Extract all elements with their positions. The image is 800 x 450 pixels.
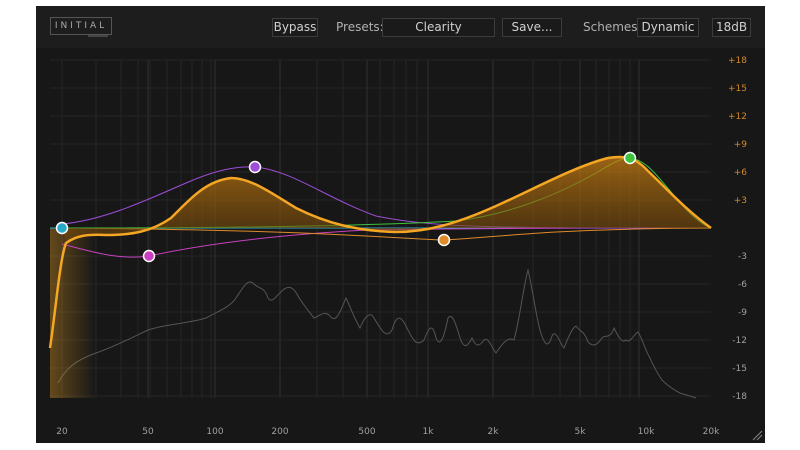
y-tick-label: +3 [734,196,747,206]
x-tick-label: 5k [575,427,587,437]
y-tick-label: +9 [734,140,748,150]
logo: INITIAL [50,17,112,35]
toolbar: INITIAL Bypass Presets: Clearity Save...… [36,6,765,48]
x-tick-label: 200 [271,427,288,437]
x-tick-label: 20k [703,427,720,437]
eq-plugin-window: INITIAL Bypass Presets: Clearity Save...… [36,6,765,443]
band-2-handle[interactable] [142,249,156,263]
bypass-button[interactable]: Bypass [272,18,318,37]
band-3-handle[interactable] [248,160,262,174]
y-tick-label: -15 [732,364,747,374]
x-tick-label: 10k [638,427,655,437]
x-tick-label: 1k [423,427,435,437]
resize-handle-icon[interactable] [751,429,763,441]
y-axis-negative: -3 -6 -9 -12 -15 -18 [732,252,747,402]
y-tick-label: +6 [734,168,748,178]
band-1-handle[interactable] [55,221,69,235]
x-axis: 20 50 100 200 500 1k 2k 5k 10k 20k [56,427,720,437]
low-cut-glow [50,228,96,398]
y-axis: +18 +15 +12 +9 +6 +3 [728,56,747,206]
logo-underline [88,35,108,37]
y-tick-label: -9 [738,308,747,318]
eq-display[interactable]: +18 +15 +12 +9 +6 +3 -3 -6 -9 -12 -15 -1… [36,48,765,443]
x-tick-label: 100 [206,427,223,437]
save-button[interactable]: Save... [502,18,562,37]
scheme-select[interactable]: Dynamic [637,18,699,37]
y-tick-label: +18 [728,56,747,66]
range-button[interactable]: 18dB [712,18,751,37]
y-tick-label: -3 [738,252,747,262]
preset-select[interactable]: Clearity [382,18,495,37]
x-tick-label: 2k [488,427,500,437]
schemes-label: Schemes: [583,20,642,34]
y-tick-label: -12 [732,336,747,346]
x-tick-label: 50 [142,427,154,437]
eq-curve [48,155,712,349]
y-tick-label: +15 [728,84,747,94]
x-tick-label: 500 [358,427,375,437]
y-tick-label: +12 [728,112,747,122]
y-tick-label: -18 [732,392,747,402]
eq-curve-fill [62,156,711,243]
band-5-handle[interactable] [623,151,637,165]
band-4-handle[interactable] [437,233,451,247]
presets-label: Presets: [336,20,384,34]
spectrum-analyzer [57,268,697,399]
x-tick-label: 20 [56,427,68,437]
y-tick-label: -6 [738,280,747,290]
